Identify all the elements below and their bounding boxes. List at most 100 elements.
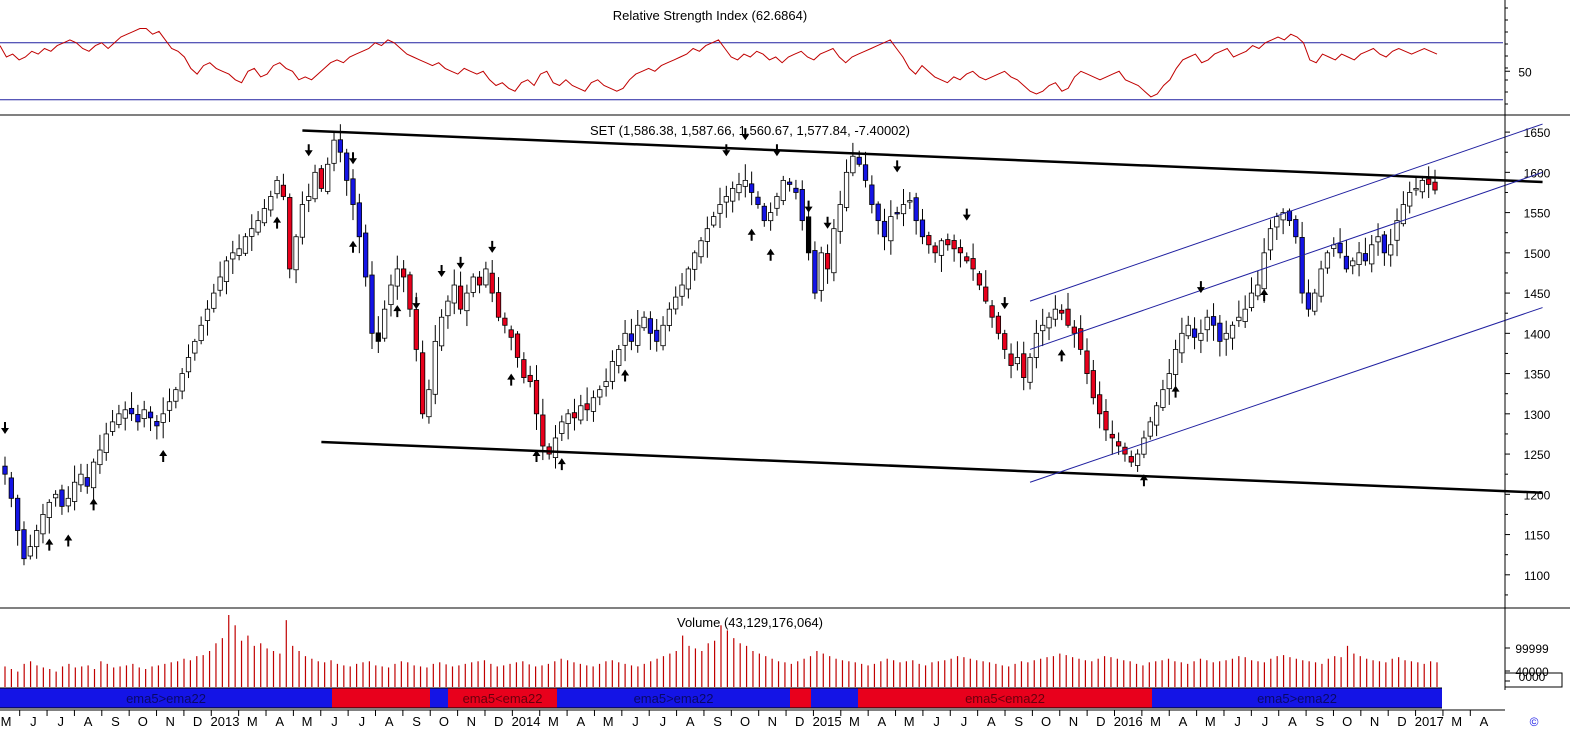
candle-body	[1343, 255, 1350, 270]
sell-arrow	[1, 421, 9, 434]
candle-body	[1040, 324, 1046, 332]
candle-body	[103, 433, 109, 453]
time-tick-label: D	[795, 714, 804, 729]
time-tick-label: J	[30, 714, 37, 729]
candle-body	[1059, 309, 1065, 314]
candle-body	[350, 178, 356, 205]
time-tick-label: M	[548, 714, 559, 729]
price-tick-label: 1500	[1524, 247, 1551, 261]
buy-arrow	[64, 534, 73, 547]
candle-body	[457, 285, 464, 310]
candle-body	[692, 252, 698, 270]
candle-body	[635, 324, 641, 346]
candle-body	[1153, 405, 1160, 426]
candle-body	[1248, 292, 1255, 308]
buy-arrow	[159, 450, 168, 463]
candle-body	[799, 189, 805, 222]
buy-arrow	[621, 369, 630, 382]
time-tick-label: J	[57, 714, 64, 729]
time-tick-label: M	[1205, 714, 1216, 729]
candle-body	[742, 179, 748, 187]
time-tick-label: N	[1069, 714, 1078, 729]
time-tick-label: A	[987, 714, 996, 729]
resistance-trendline	[302, 129, 1543, 184]
time-tick-label: M	[904, 714, 915, 729]
chart-frame	[0, 0, 1570, 690]
time-tick-label: D	[193, 714, 202, 729]
ema-segment	[448, 688, 557, 708]
candle-body	[755, 196, 761, 205]
candle-body	[1305, 292, 1312, 310]
candle-body	[1419, 179, 1425, 193]
time-tick-label: 2015	[813, 714, 842, 729]
middle-channel-line	[1029, 171, 1543, 350]
candle-body	[1426, 178, 1432, 185]
time-tick-label: J	[961, 714, 968, 729]
candle-body	[179, 373, 185, 392]
candle-body	[318, 168, 324, 189]
candle-body	[1046, 316, 1052, 329]
volume-title: Volume (43,129,176,064)	[677, 615, 823, 630]
ema-segment	[0, 688, 332, 708]
candle-body	[34, 530, 40, 548]
ema-segment	[430, 688, 448, 708]
candle-body	[2, 465, 8, 475]
time-tick-label: S	[1014, 714, 1023, 729]
time-tick-label: M	[849, 714, 860, 729]
candle-body	[382, 308, 388, 339]
candle-body	[900, 204, 907, 215]
candle-body	[1413, 188, 1419, 191]
price-tick-label: 1550	[1524, 207, 1551, 221]
ema-segment	[858, 688, 1152, 708]
candle-body	[673, 296, 679, 310]
candle-body	[1065, 308, 1071, 326]
candle-body	[1324, 252, 1331, 269]
buy-arrow	[393, 305, 402, 318]
candle-body	[483, 268, 489, 286]
time-tick-label: N	[166, 714, 175, 729]
price-tick-label: 1150	[1524, 529, 1550, 543]
candle-body	[736, 184, 742, 194]
time-tick-label: S	[1315, 714, 1324, 729]
sell-arrow	[823, 216, 832, 229]
candle-body	[983, 286, 989, 302]
candle-body	[53, 493, 59, 499]
price-tick-label: 1250	[1524, 448, 1551, 462]
candle-body	[508, 329, 514, 338]
candle-body	[1172, 349, 1179, 375]
time-tick-label: A	[275, 714, 284, 729]
candle-body	[1160, 389, 1166, 408]
candle-body	[325, 163, 331, 192]
candle-body	[46, 501, 52, 518]
candle-body	[919, 219, 926, 238]
candle-body	[533, 379, 540, 415]
candle-body	[445, 300, 451, 317]
candle-body	[394, 268, 400, 287]
candle-body	[293, 236, 299, 271]
candle-body	[1280, 212, 1286, 221]
candle-body	[881, 220, 888, 238]
candle-body	[141, 409, 147, 419]
candle-body	[780, 179, 786, 201]
candle-body	[356, 202, 362, 238]
candle-body	[97, 449, 103, 466]
candle-body	[590, 397, 597, 412]
ema-segment-label: ema5>ema22	[1257, 691, 1337, 706]
candle-body	[995, 315, 1002, 334]
time-tick-label: M	[302, 714, 313, 729]
candle-body	[1394, 220, 1400, 241]
candle-body	[211, 292, 217, 309]
candle-body	[1267, 228, 1274, 251]
time-tick-label: J	[933, 714, 940, 729]
candle-body	[502, 317, 508, 326]
candle-body	[1097, 394, 1103, 415]
candle-body	[312, 171, 318, 200]
candle-body	[84, 477, 90, 487]
candle-body	[926, 235, 932, 246]
rsi-title: Relative Strength Index (62.6864)	[613, 8, 807, 23]
candle-body	[59, 489, 65, 507]
candle-body	[666, 308, 672, 326]
candle-body	[774, 196, 780, 209]
candle-body	[122, 409, 128, 419]
